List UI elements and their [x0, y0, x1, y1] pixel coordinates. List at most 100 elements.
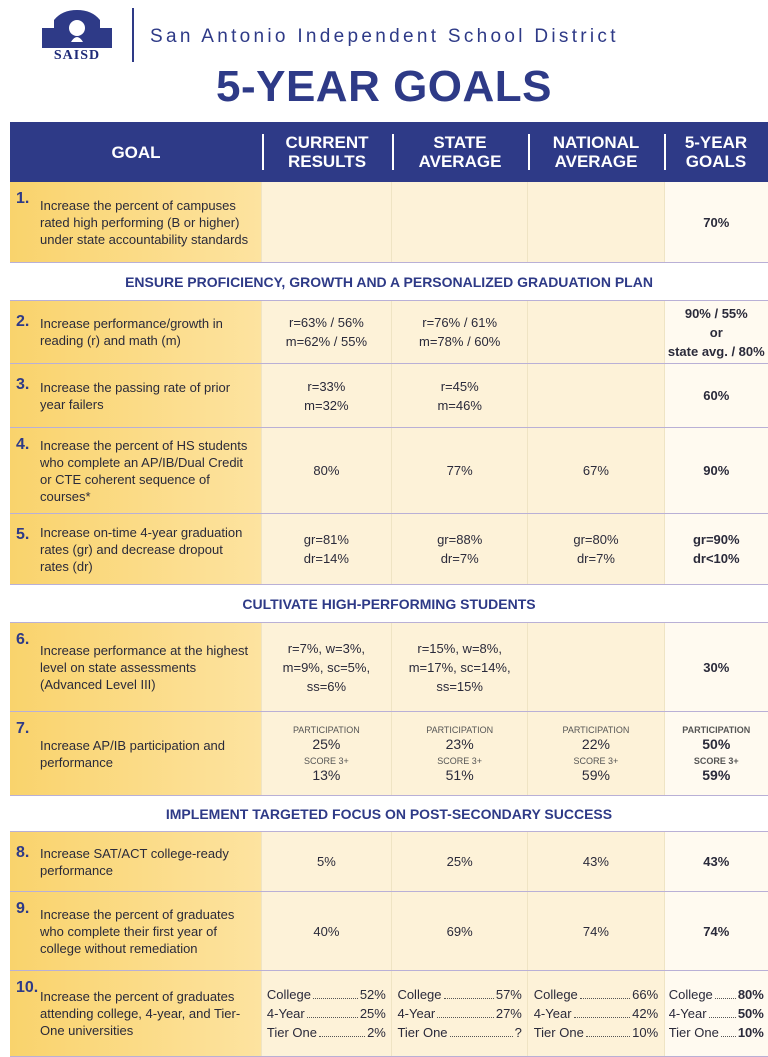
- value-cell: 67%: [527, 428, 664, 513]
- value-cell: r=15%, w=8%, m=17%, sc=14%, ss=15%: [391, 623, 528, 711]
- leader-dots: [708, 1004, 736, 1018]
- goal-cell: 6. Increase performance at the highest le…: [10, 623, 261, 711]
- goal-row: 8. Increase SAT/ACT college-ready perform…: [10, 832, 768, 892]
- leader-name: College: [533, 987, 578, 1002]
- leader-line: 4-Year 42%: [534, 1004, 658, 1023]
- goal-text: Increase performance/growth in reading (…: [40, 316, 223, 348]
- value-cell: 77%: [391, 428, 528, 513]
- goal-row: 1. Increase the percent of campuses rated…: [10, 182, 768, 263]
- cell-line: r=76% / 61%: [422, 315, 498, 330]
- value-cell: 40%: [260, 892, 392, 970]
- cell-line: dr<10%: [692, 551, 740, 566]
- leader-value: 10%: [737, 1025, 764, 1040]
- value-cell: PARTICIPATION 22% SCORE 3+ 59%: [527, 712, 664, 795]
- leader-dots: [306, 1004, 358, 1018]
- sub-value: 51%: [445, 766, 474, 783]
- leader-line: Tier One 10%: [669, 1023, 764, 1042]
- leader-line: College 66%: [534, 985, 658, 1004]
- cell-line: dr=14%: [303, 551, 349, 566]
- cell-line: r=33%: [307, 378, 346, 394]
- leader-line: 4-Year 50%: [669, 1004, 764, 1023]
- goal-number: 8.: [16, 844, 30, 861]
- value-cell: 60%: [663, 364, 768, 427]
- cell-line: 70%: [703, 214, 730, 230]
- cell-line: 25%: [446, 854, 473, 869]
- leader-dots: [585, 1023, 631, 1037]
- leader-name: 4-Year: [266, 1006, 305, 1021]
- value-cell: gr=80% dr=7%: [527, 514, 664, 584]
- value-cell: 74%: [663, 892, 768, 970]
- cell-line: 74%: [703, 923, 730, 939]
- sub-label: PARTICIPATION: [292, 724, 360, 735]
- sub-value: 22%: [581, 735, 610, 752]
- cell-line: 43%: [703, 854, 730, 869]
- leader-line: Tier One?: [397, 1023, 521, 1042]
- sub-label: PARTICIPATION: [426, 724, 494, 735]
- value-cell: 5%: [260, 832, 392, 891]
- leader-value: 50%: [737, 1006, 764, 1021]
- leader-value: 80%: [737, 987, 764, 1002]
- cell-line: 90%: [703, 463, 730, 478]
- sub-label: SCORE 3+: [693, 755, 739, 766]
- cell-line: 69%: [446, 923, 473, 939]
- leader-line: College 52%: [267, 985, 386, 1004]
- goal-text: Increase SAT/ACT college-ready performan…: [40, 845, 229, 878]
- leader-name: College: [397, 987, 442, 1002]
- value-cell: College 66% 4-Year 42% Tier One 10%: [527, 971, 664, 1056]
- cell-line: 60%: [703, 388, 730, 403]
- leader-dots: [319, 1023, 366, 1037]
- value-cell: [527, 301, 664, 363]
- goal-text: Increase AP/IB participation and perform…: [40, 737, 226, 770]
- cell-line: gr=81%: [303, 532, 349, 547]
- goals-table: GOAL CURRENT RESULTS STATE AVERAGE NATIONAL…: [10, 122, 768, 1057]
- leader-line: Tier One 10%: [534, 1023, 658, 1042]
- goal-cell: 1. Increase the percent of campuses rated…: [10, 182, 261, 262]
- goal-number: 2.: [16, 313, 30, 330]
- leader-line: College 57%: [397, 985, 521, 1004]
- cell-line: 43%: [582, 854, 609, 869]
- cell-line: r=45%: [440, 378, 479, 394]
- leader-dots: [579, 985, 631, 999]
- section-heading: CULTIVATE HIGH-PERFORMING STUDENTS: [10, 585, 768, 623]
- goal-row: 9. Increase the percent of graduates who …: [10, 892, 768, 971]
- leader-value: 52%: [359, 987, 386, 1002]
- leader-line: College 80%: [669, 985, 764, 1004]
- leader-value: 27%: [495, 1006, 522, 1021]
- value-cell: [527, 182, 664, 262]
- cell-line: state avg. / 80%: [667, 343, 765, 359]
- goal-cell: 4. Increase the percent of HS students wh…: [10, 428, 261, 513]
- value-cell: r=76% / 61% m=78% / 60%: [391, 301, 528, 363]
- cell-line: 74%: [582, 923, 609, 939]
- sub-value: 59%: [702, 766, 731, 783]
- leader-value: 42%: [632, 1006, 659, 1021]
- leader-value: 2%: [367, 1025, 386, 1040]
- value-cell: r=45% m=46%: [391, 364, 528, 427]
- goal-cell: 10. Increase the percent of graduates att…: [10, 971, 261, 1056]
- sub-value: 50%: [702, 735, 731, 752]
- value-cell: 69%: [391, 892, 528, 970]
- value-cell: College 57% 4-Year 27% Tier One?: [391, 971, 528, 1056]
- leader-name: 4-Year: [668, 1006, 707, 1021]
- column-header: 5-YEAR GOALS: [664, 122, 768, 182]
- value-cell: PARTICIPATION 50% SCORE 3+ 59%: [663, 712, 768, 795]
- column-header: CURRENT RESULTS: [262, 122, 392, 182]
- goal-number: 6.: [16, 631, 30, 648]
- cell-line: r=7%, w=3%,: [287, 640, 366, 656]
- goal-row: 10. Increase the percent of graduates att…: [10, 971, 768, 1057]
- value-cell: [527, 364, 664, 427]
- value-cell: College 80% 4-Year 50% Tier One 10%: [663, 971, 768, 1056]
- goal-number: 7.: [16, 720, 30, 737]
- goal-cell: 3. Increase the passing rate of prior yea…: [10, 364, 261, 427]
- value-cell: r=33% m=32%: [260, 364, 392, 427]
- leader-line: Tier One 2%: [267, 1023, 386, 1042]
- goal-number: 5.: [16, 526, 30, 543]
- title: 5-YEAR GOALS: [215, 62, 553, 111]
- goal-cell: 5. Increase on-time 4-year graduation rat…: [10, 514, 261, 584]
- leader-name: 4-Year: [397, 1006, 436, 1021]
- section-heading: ENSURE PROFICIENCY, GROWTH AND A PERSONA…: [10, 263, 768, 301]
- cell-line: 77%: [446, 463, 473, 478]
- leader-dots: [443, 985, 494, 999]
- value-cell: r=63% / 56% m=62% / 55%: [260, 301, 392, 363]
- divider: [132, 8, 134, 62]
- leader-name: College: [668, 987, 713, 1002]
